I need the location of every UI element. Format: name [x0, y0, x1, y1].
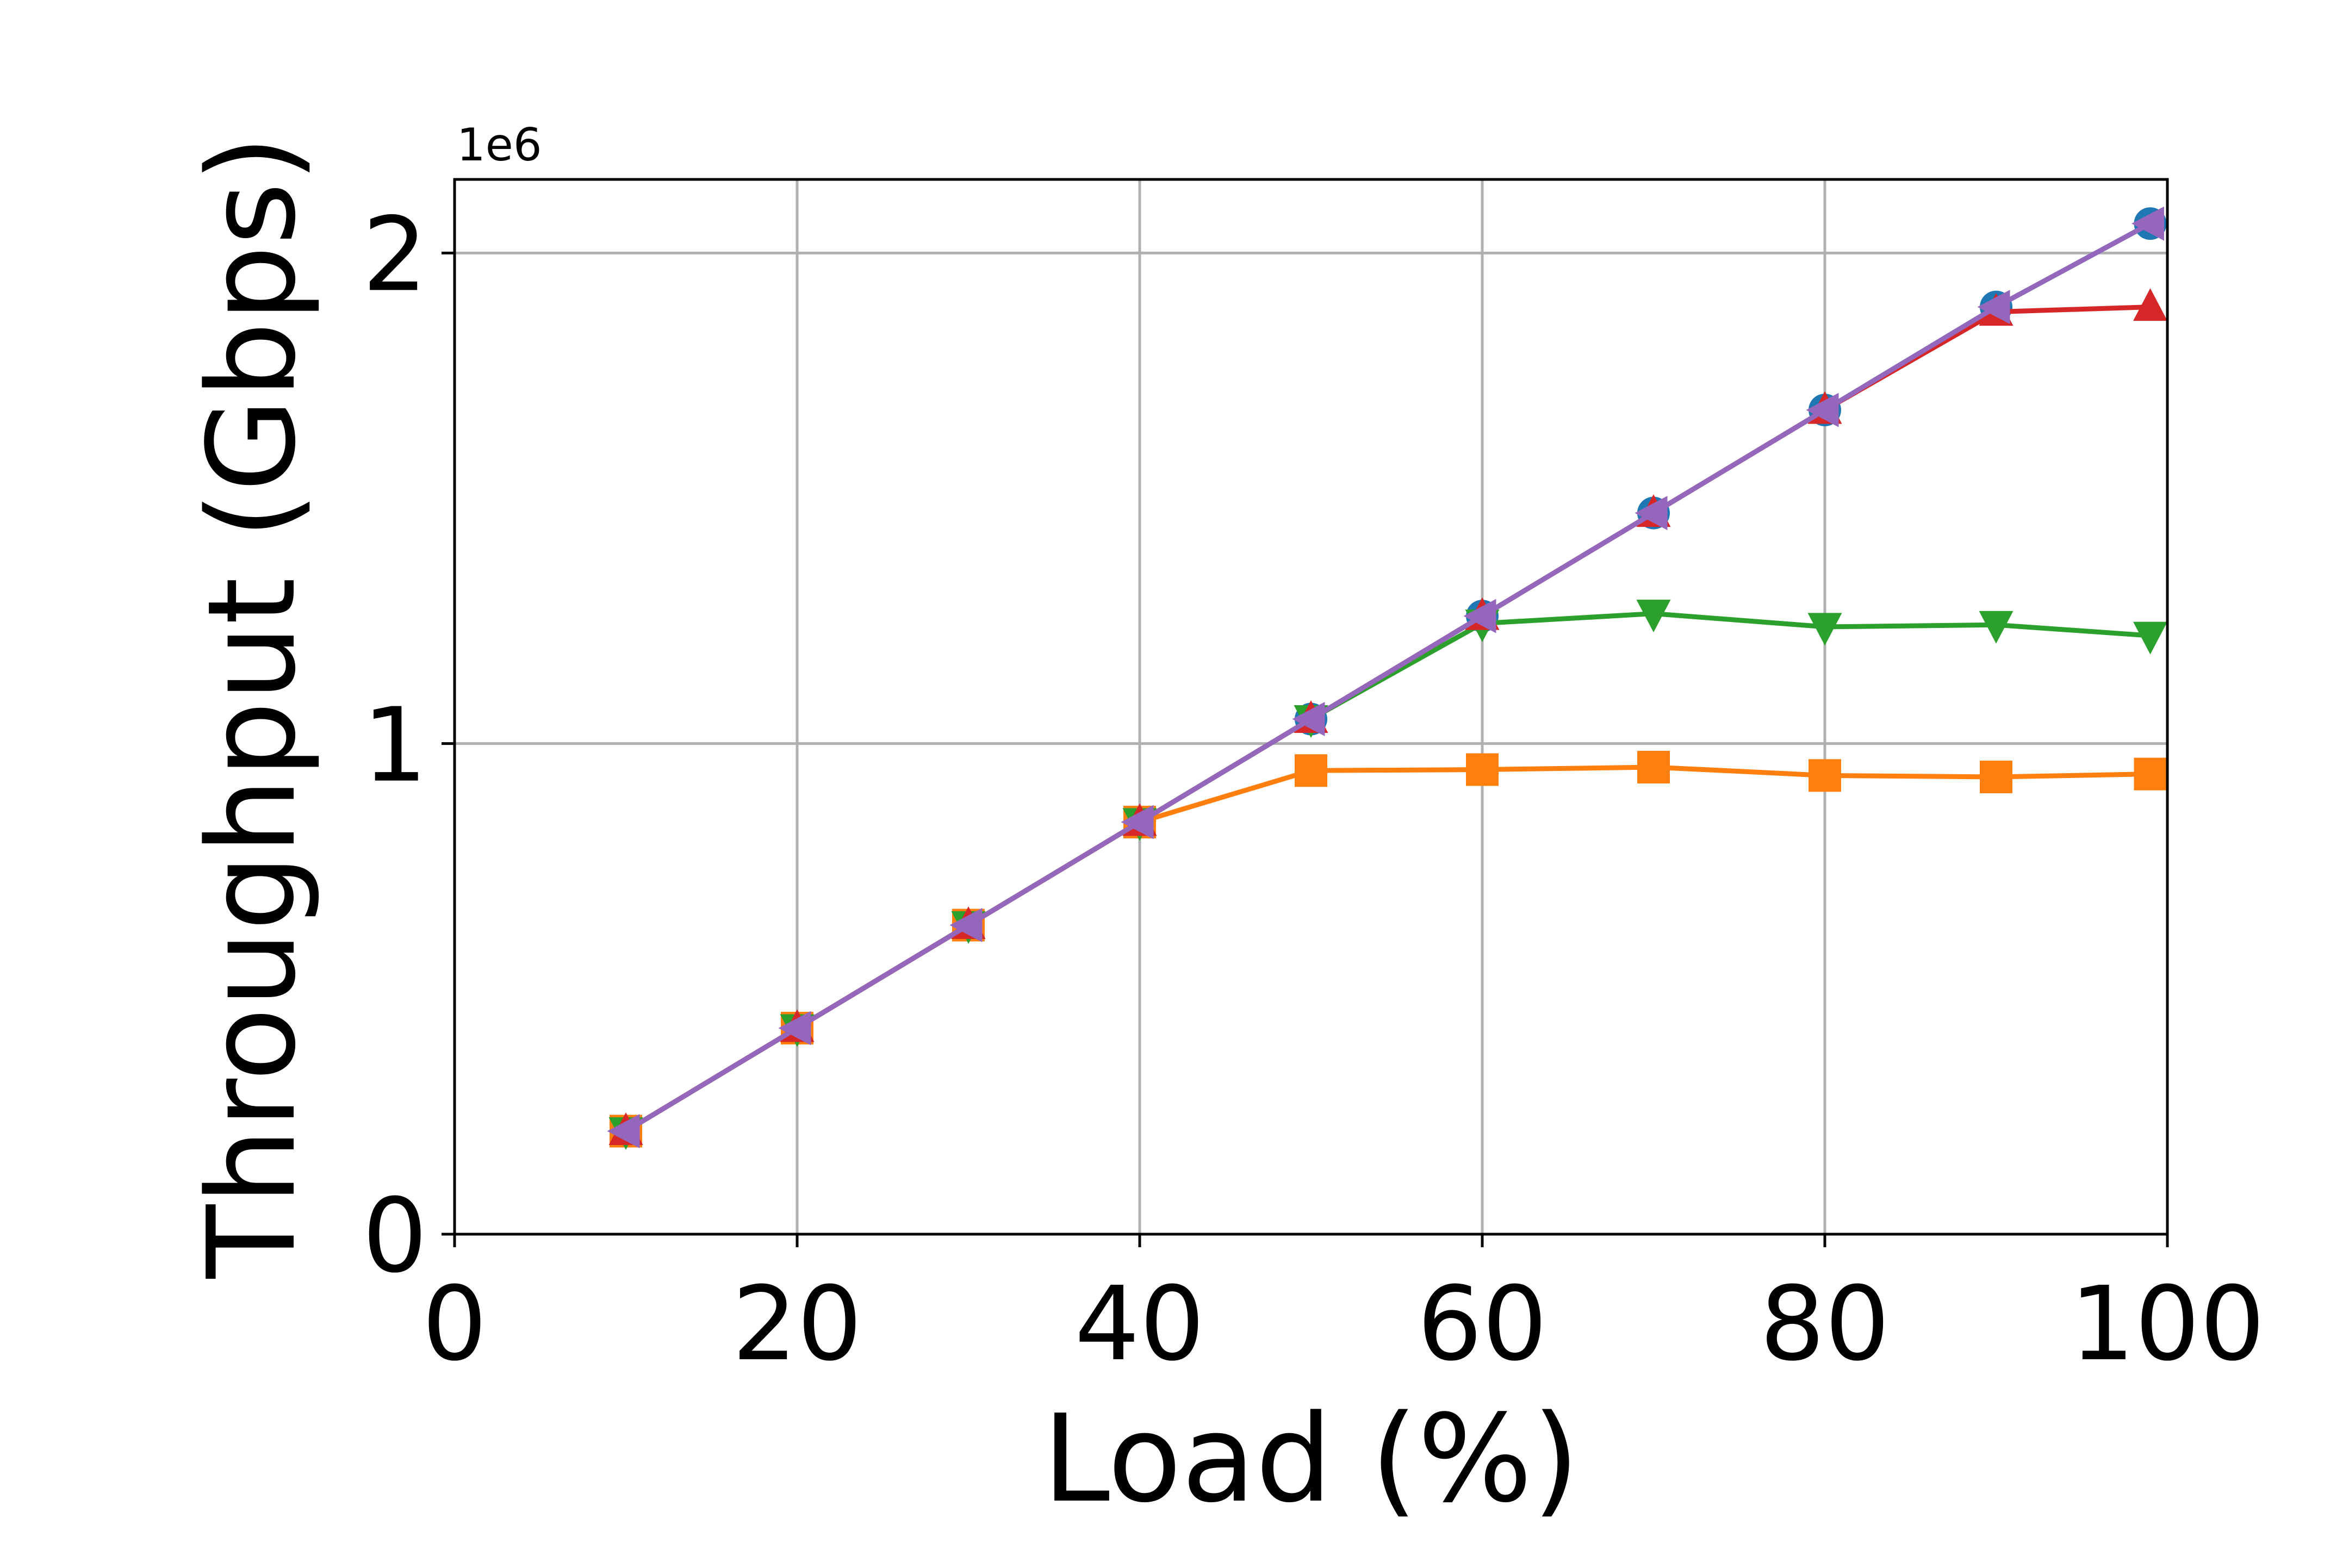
x-tick-label: 20 — [732, 1265, 862, 1384]
x-axis-label: Load (%) — [1042, 1389, 1579, 1529]
series-line — [623, 304, 2153, 1134]
series-layer — [607, 206, 2167, 1150]
data-point — [778, 1011, 811, 1046]
plot-frame — [453, 178, 2169, 1236]
y-tick-label: 2 — [362, 195, 427, 314]
data-point — [1980, 761, 2012, 794]
data-point — [1295, 754, 1327, 787]
series-line — [623, 221, 2153, 1134]
data-point — [1292, 702, 1325, 737]
series-line — [623, 764, 2153, 1134]
x-tick-label: 40 — [1074, 1265, 1204, 1384]
x-tick-label: 60 — [1417, 1265, 1547, 1384]
data-point — [1121, 805, 1154, 839]
data-point — [2133, 621, 2167, 655]
data-point — [1807, 613, 1842, 646]
series-2 — [610, 750, 2167, 1148]
data-point — [1463, 599, 1496, 633]
data-point — [1637, 750, 1670, 783]
data-point — [1466, 753, 1499, 786]
tick-layer: 0 20 40 60 80 100 0 1 2 — [362, 195, 2265, 1384]
y-offset-label: 1e6 — [457, 119, 542, 171]
series-4 — [608, 288, 2167, 1146]
data-point — [1636, 600, 1671, 633]
series-line — [623, 611, 2153, 1134]
y-tick-label: 0 — [362, 1177, 427, 1296]
data-point — [2132, 206, 2164, 241]
data-point — [1809, 759, 1841, 792]
data-point — [2133, 288, 2167, 321]
series-5 — [607, 206, 2164, 1149]
data-point — [607, 1114, 640, 1149]
data-point — [1977, 290, 2010, 325]
data-point — [1635, 496, 1668, 531]
y-tick-label: 1 — [362, 686, 427, 805]
series-3 — [608, 600, 2167, 1150]
data-point — [1806, 393, 1839, 427]
data-point — [949, 908, 983, 943]
y-axis-label: Throughput (Gbps) — [182, 135, 322, 1279]
x-tick-label: 0 — [422, 1265, 487, 1384]
data-point — [1979, 611, 2014, 644]
data-point — [2134, 757, 2167, 791]
x-tick-label: 80 — [1760, 1265, 1890, 1384]
x-tick-label: 100 — [2070, 1265, 2265, 1384]
